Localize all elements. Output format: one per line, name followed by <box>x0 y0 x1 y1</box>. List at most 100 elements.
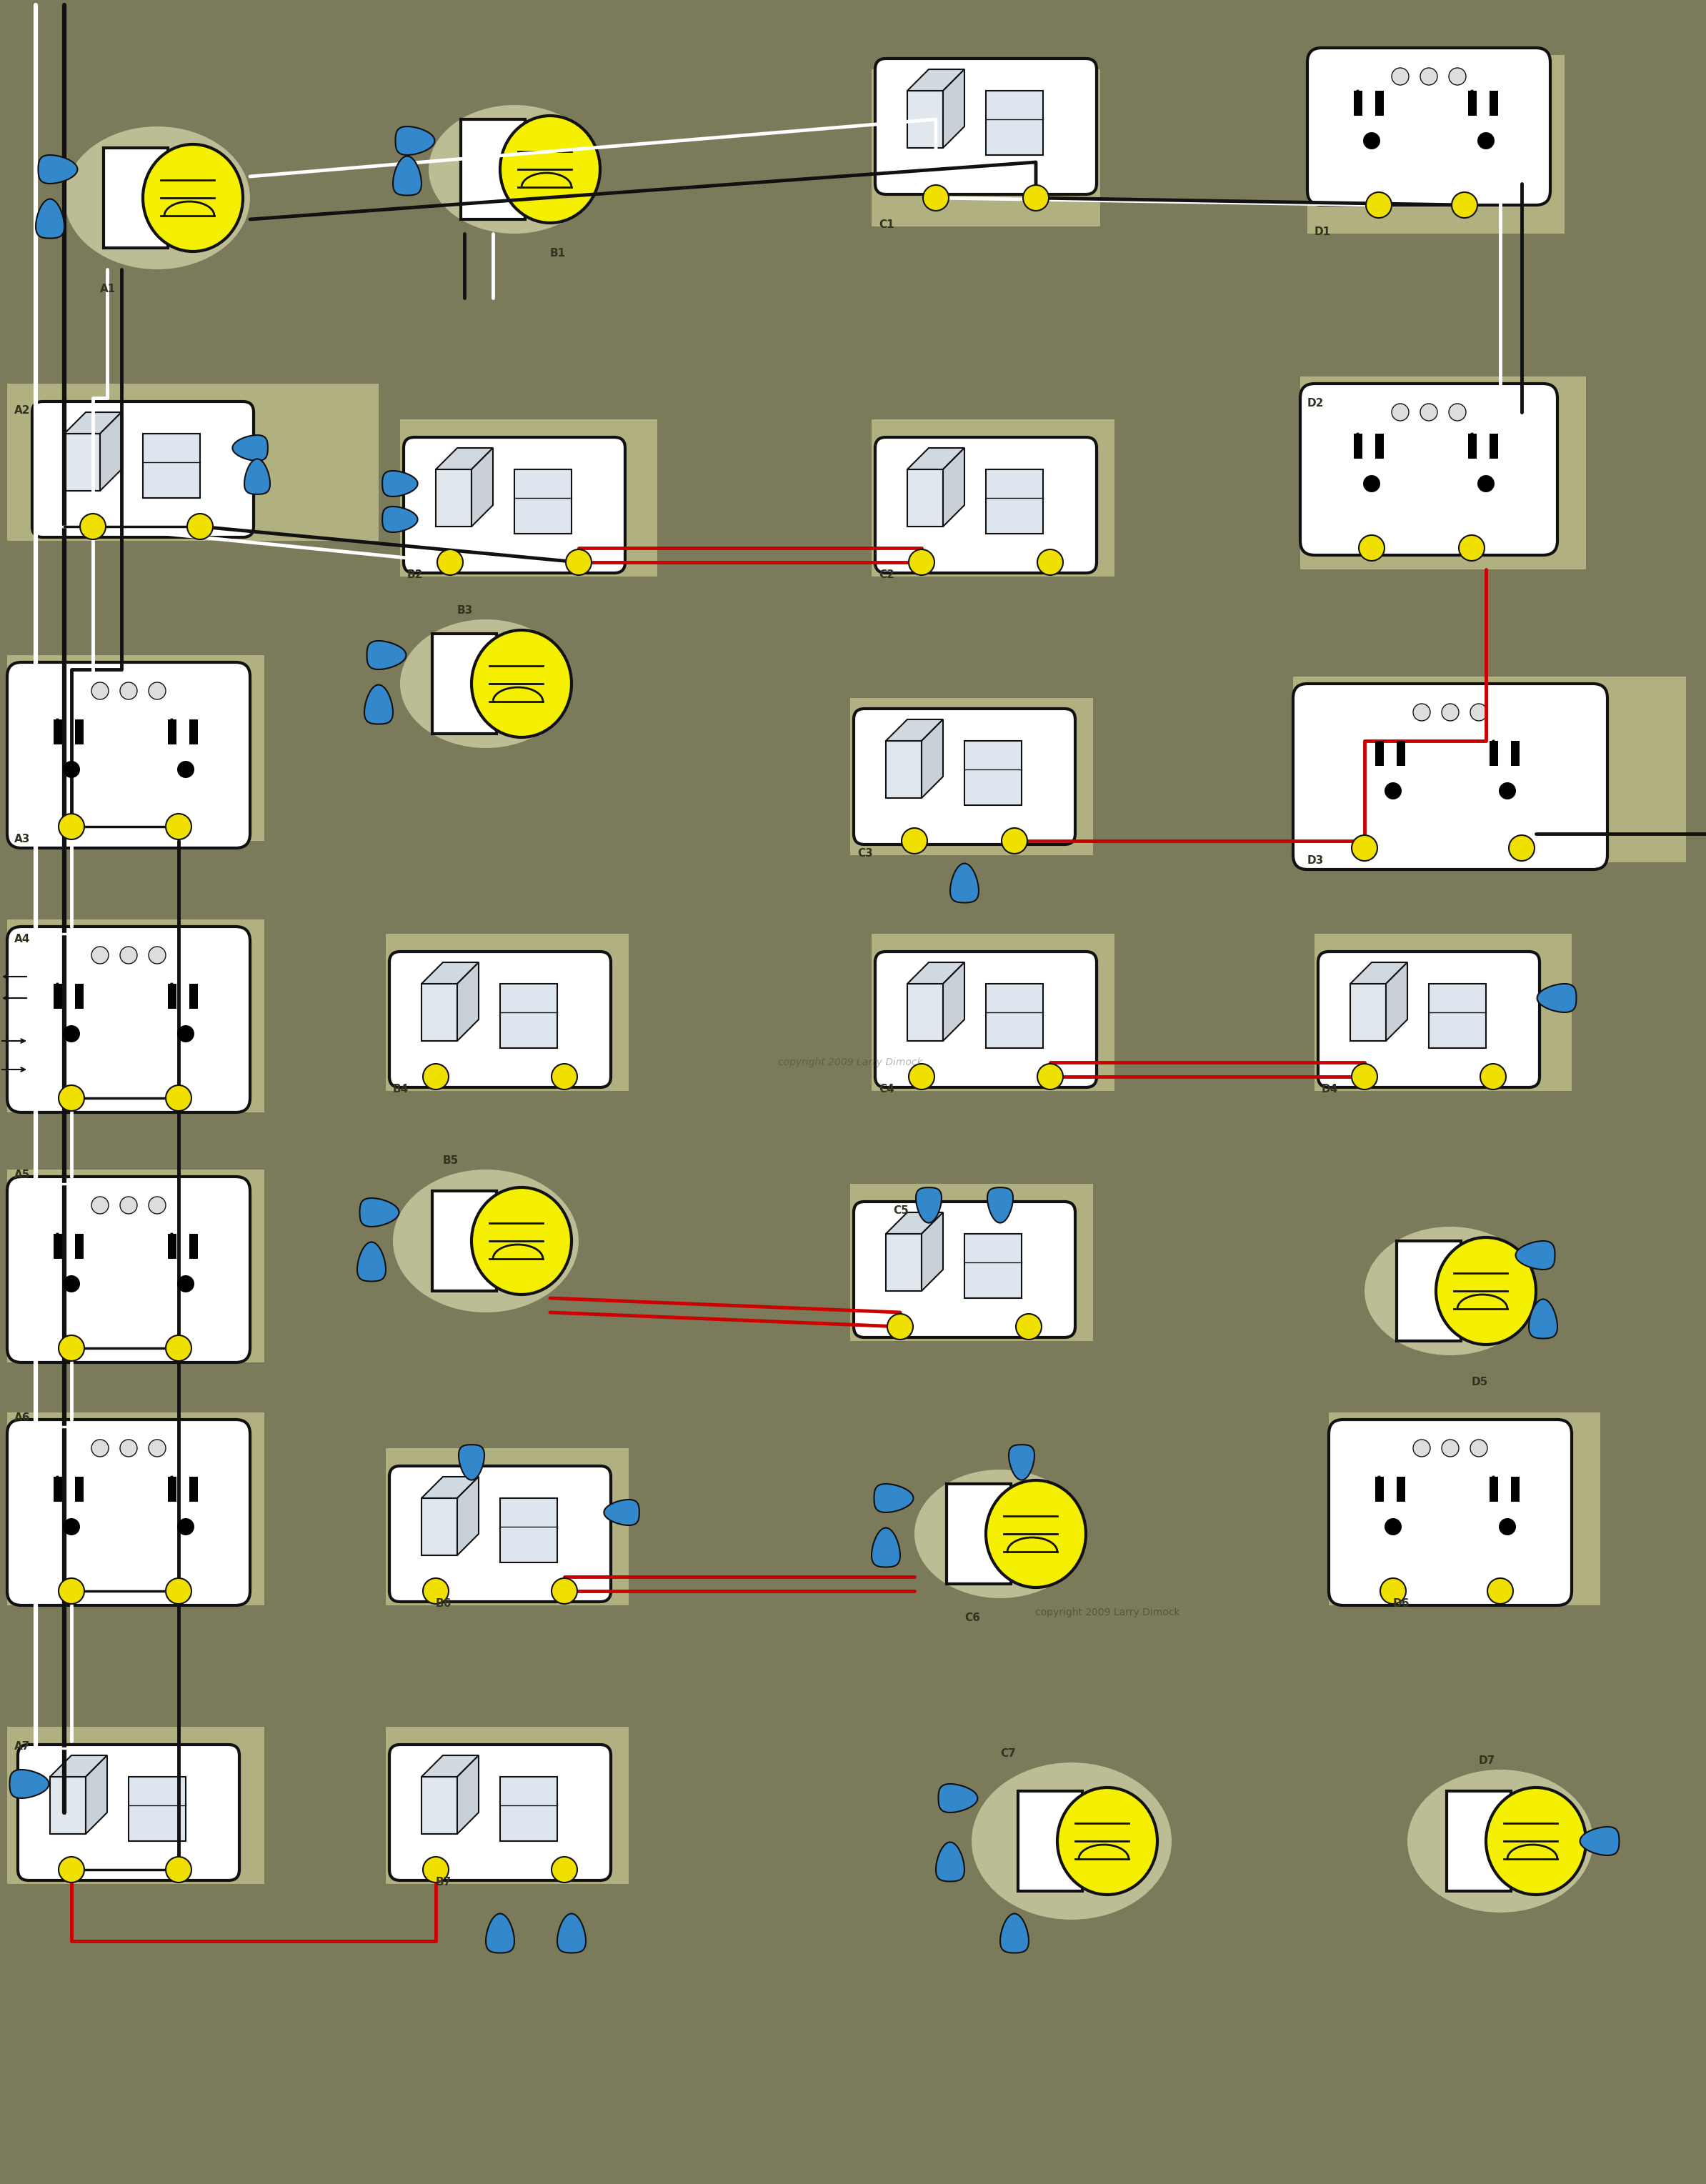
FancyBboxPatch shape <box>1300 384 1558 555</box>
Circle shape <box>1500 782 1517 799</box>
Circle shape <box>1442 703 1459 721</box>
Polygon shape <box>1385 963 1407 1042</box>
Bar <box>964 740 1022 806</box>
Circle shape <box>1477 133 1494 149</box>
Bar <box>1375 92 1384 116</box>
Bar <box>75 1234 84 1258</box>
Bar <box>1397 1476 1406 1503</box>
Polygon shape <box>988 1188 1013 1223</box>
Polygon shape <box>885 719 943 740</box>
FancyBboxPatch shape <box>404 437 624 572</box>
Text: D4: D4 <box>1322 1083 1338 1094</box>
Circle shape <box>901 828 928 854</box>
Text: C7: C7 <box>1000 1747 1015 1758</box>
Bar <box>1489 740 1498 767</box>
Polygon shape <box>1580 1826 1619 1856</box>
Bar <box>75 719 84 745</box>
FancyBboxPatch shape <box>1329 1420 1571 1605</box>
Text: A7: A7 <box>14 1741 31 1752</box>
Text: A6: A6 <box>14 1413 31 1424</box>
Polygon shape <box>1000 1913 1029 1952</box>
Bar <box>386 1448 630 1605</box>
Bar <box>53 1476 61 1503</box>
Circle shape <box>1419 68 1438 85</box>
Bar <box>850 1184 1094 1341</box>
Polygon shape <box>1529 1299 1558 1339</box>
Bar <box>461 120 525 218</box>
Bar <box>1355 92 1363 116</box>
Circle shape <box>165 1579 191 1603</box>
Bar <box>1489 1476 1498 1503</box>
Polygon shape <box>908 983 943 1042</box>
Polygon shape <box>604 1500 640 1524</box>
Polygon shape <box>392 155 421 194</box>
Bar <box>1469 92 1477 116</box>
Bar <box>53 1234 61 1258</box>
Circle shape <box>1481 1064 1506 1090</box>
Circle shape <box>909 550 935 574</box>
Polygon shape <box>36 199 65 238</box>
Circle shape <box>1015 1315 1042 1339</box>
Polygon shape <box>937 1841 964 1880</box>
Ellipse shape <box>1407 1769 1593 1913</box>
Bar <box>75 1234 84 1258</box>
Text: copyright 2009 Larry Dimock: copyright 2009 Larry Dimock <box>778 1057 923 1068</box>
Bar <box>1397 740 1406 767</box>
Polygon shape <box>65 435 101 491</box>
Polygon shape <box>1008 1444 1034 1481</box>
Text: copyright 2009 Larry Dimock: copyright 2009 Larry Dimock <box>1036 1607 1179 1618</box>
Circle shape <box>423 1856 449 1883</box>
Circle shape <box>148 1439 165 1457</box>
Circle shape <box>1380 1579 1406 1603</box>
Bar <box>75 983 84 1009</box>
FancyBboxPatch shape <box>7 1177 251 1363</box>
Polygon shape <box>459 1444 485 1481</box>
FancyBboxPatch shape <box>17 1745 239 1880</box>
Text: C6: C6 <box>964 1612 979 1623</box>
Polygon shape <box>435 470 471 526</box>
Text: A3: A3 <box>14 834 31 845</box>
Text: D7: D7 <box>1479 1756 1496 1767</box>
FancyBboxPatch shape <box>389 1465 611 1601</box>
FancyBboxPatch shape <box>1293 684 1607 869</box>
Bar <box>167 1476 176 1503</box>
Circle shape <box>566 550 592 574</box>
Bar <box>964 1234 1022 1297</box>
Polygon shape <box>38 155 77 183</box>
Bar <box>189 719 198 745</box>
Ellipse shape <box>972 1762 1172 1920</box>
Circle shape <box>1001 828 1027 854</box>
FancyBboxPatch shape <box>389 952 611 1088</box>
Polygon shape <box>382 507 418 533</box>
Bar <box>1375 435 1384 459</box>
FancyBboxPatch shape <box>7 1420 251 1605</box>
Polygon shape <box>885 740 921 797</box>
Polygon shape <box>421 1498 457 1555</box>
Polygon shape <box>950 863 979 902</box>
Bar <box>401 419 657 577</box>
Bar <box>872 935 1114 1092</box>
Circle shape <box>148 1197 165 1214</box>
Ellipse shape <box>500 116 601 223</box>
Circle shape <box>1413 1439 1430 1457</box>
FancyBboxPatch shape <box>875 437 1097 572</box>
Bar <box>1018 1791 1082 1891</box>
Circle shape <box>148 681 165 699</box>
Polygon shape <box>457 1756 479 1835</box>
Bar <box>1512 740 1520 767</box>
Circle shape <box>119 1197 136 1214</box>
Polygon shape <box>357 1243 386 1282</box>
Bar <box>189 1476 198 1503</box>
Polygon shape <box>365 686 392 725</box>
Bar <box>1300 376 1587 570</box>
Bar <box>1375 1476 1384 1503</box>
Bar <box>1293 677 1686 863</box>
Bar <box>986 983 1042 1048</box>
Polygon shape <box>908 448 964 470</box>
Circle shape <box>165 1085 191 1112</box>
Text: D1: D1 <box>1315 227 1331 238</box>
Circle shape <box>551 1579 577 1603</box>
Bar <box>1489 435 1498 459</box>
Bar <box>7 919 264 1112</box>
Bar <box>986 92 1042 155</box>
